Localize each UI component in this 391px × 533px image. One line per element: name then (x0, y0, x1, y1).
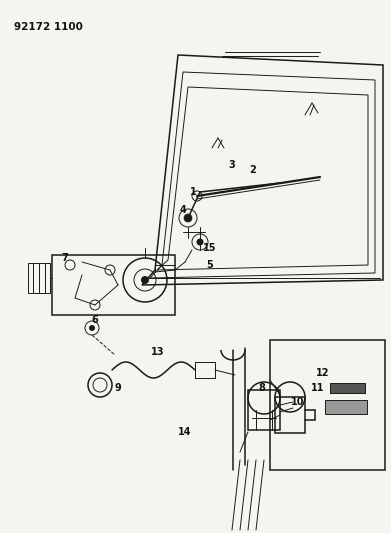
Text: 7: 7 (62, 253, 68, 263)
Bar (270, 340, 385, 470)
Text: 4: 4 (179, 205, 187, 215)
Bar (325, 400, 367, 414)
Circle shape (184, 214, 192, 222)
Text: 9: 9 (115, 383, 121, 393)
Bar (330, 383, 365, 393)
Bar (248, 390, 280, 430)
Bar (275, 397, 305, 433)
Text: 11: 11 (311, 383, 325, 393)
Text: 6: 6 (91, 315, 99, 325)
Text: 8: 8 (258, 383, 265, 393)
Text: 10: 10 (291, 397, 305, 407)
Text: 92172 1100: 92172 1100 (14, 22, 83, 32)
Text: 12: 12 (316, 368, 330, 378)
Text: 13: 13 (151, 347, 165, 357)
Text: 15: 15 (203, 243, 217, 253)
Bar (52, 255, 175, 315)
Text: 1: 1 (190, 187, 196, 197)
Text: 2: 2 (249, 165, 256, 175)
Text: 3: 3 (229, 160, 235, 170)
Circle shape (141, 276, 149, 284)
Text: 5: 5 (206, 260, 213, 270)
Circle shape (89, 325, 95, 331)
Bar (28, 263, 50, 293)
Circle shape (197, 238, 203, 246)
Text: 14: 14 (178, 427, 192, 437)
